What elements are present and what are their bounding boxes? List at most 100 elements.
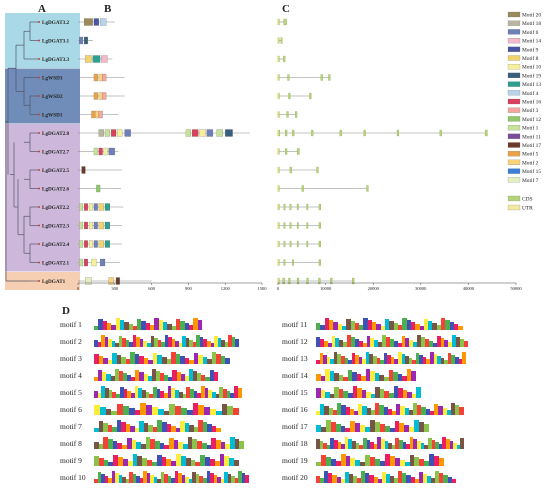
logo-residue (401, 335, 406, 347)
motif-block (85, 55, 92, 63)
logo-residue (210, 335, 215, 347)
logo-residue (138, 386, 142, 398)
logo-residue (330, 420, 336, 432)
logo-residue (348, 471, 353, 483)
logo-residue (316, 352, 320, 364)
logo-residue (204, 386, 209, 398)
logo-residue (188, 318, 194, 330)
legend-swatch (507, 90, 521, 96)
logo-residue (180, 318, 185, 330)
logo-residue (330, 454, 336, 466)
logo-residue (453, 437, 457, 449)
logo-residue (393, 369, 398, 381)
logo-residue (192, 403, 199, 415)
clade-band (5, 272, 80, 290)
motif-block (93, 221, 98, 230)
logo-residue (419, 352, 423, 364)
cds-exon (363, 129, 366, 137)
logo-residue (429, 403, 435, 415)
logo-residue (117, 403, 123, 415)
sequence-logo (316, 471, 456, 483)
logo-residue (409, 437, 414, 449)
logo-residue (202, 471, 207, 483)
logo-residue (160, 471, 165, 483)
logo-residue (404, 454, 410, 466)
logo-residue (343, 369, 348, 381)
tree-tip-node (38, 187, 40, 190)
cds-exon (318, 240, 321, 248)
motif-row: motif 10 (60, 471, 276, 485)
logo-residue (340, 352, 345, 364)
sequence-logo (94, 386, 242, 398)
logo-residue (108, 471, 112, 483)
logo-residue (335, 454, 341, 466)
logo-residue (137, 318, 142, 330)
logo-residue (329, 386, 335, 398)
motif-block (225, 129, 233, 137)
logo-residue (188, 471, 193, 483)
logo-residue (360, 454, 366, 466)
logo-residue (157, 352, 162, 364)
logo-residue (98, 318, 103, 330)
logo-residue (365, 471, 370, 483)
motif-block (101, 55, 108, 63)
logo-residue (362, 335, 367, 347)
logo-residue (105, 403, 112, 415)
logo-residue (399, 454, 405, 466)
logo-residue (348, 352, 352, 364)
gene-label: LgWSD2 (42, 94, 63, 100)
panel-label-a: A (38, 3, 46, 15)
motif-block (85, 277, 92, 285)
logo-residue (404, 420, 410, 432)
logo-residue (434, 454, 440, 466)
logo-residue (429, 454, 435, 466)
logo-residue (340, 420, 346, 432)
logo-residue (134, 386, 139, 398)
cds-exon (287, 74, 290, 81)
logo-residue (161, 352, 167, 364)
logo-residue (379, 454, 385, 466)
logo-residue (391, 437, 396, 449)
tree-tip-node (38, 21, 40, 23)
logo-residue (330, 352, 334, 364)
utr-segment (277, 167, 279, 173)
logo-residue (175, 420, 181, 432)
logo-residue (394, 471, 399, 483)
cds-exon (280, 37, 283, 44)
logo-residue (324, 471, 329, 483)
logo-residue (320, 471, 325, 483)
legend-entry: Motif 10 (522, 64, 541, 71)
logo-residue (197, 437, 202, 449)
logo-residue (409, 454, 415, 466)
sequence-logo (94, 318, 202, 330)
logo-residue (335, 420, 341, 432)
logo-residue (426, 352, 430, 364)
motif-block (92, 55, 101, 63)
motif-sequence-table: motif 1 motif 2 motif 3 motif 4 motif 5 motif… (60, 318, 492, 488)
logo-residue (449, 437, 454, 449)
logo-residue (150, 335, 155, 347)
logo-residue (399, 420, 405, 432)
logo-residue (447, 352, 452, 364)
sequence-logo (316, 403, 464, 415)
logo-residue (238, 471, 242, 483)
logo-residue (365, 420, 370, 432)
gene-label: LgDGAT2.1 (42, 261, 70, 267)
logo-residue (108, 454, 114, 466)
legend-entry: Motif 19 (522, 72, 541, 79)
logo-residue (402, 437, 407, 449)
logo-residue (316, 420, 321, 432)
logo-residue (428, 318, 433, 330)
logo-residue (152, 352, 158, 364)
motif-row: motif 16 (282, 403, 498, 417)
logo-residue (338, 386, 344, 398)
logo-residue (325, 420, 331, 432)
logo-residue (366, 386, 371, 398)
legend-swatch (507, 81, 521, 87)
logo-residue (373, 437, 378, 449)
logo-residue (452, 335, 457, 347)
logo-residue (406, 471, 411, 483)
motif-row: motif 18 (282, 437, 498, 451)
utr-segment (277, 56, 279, 62)
